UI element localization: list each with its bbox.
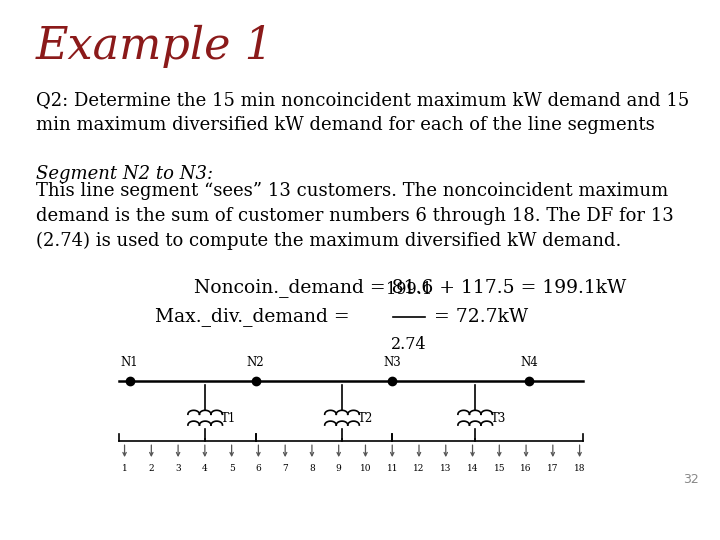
- Text: 8: 8: [309, 464, 315, 473]
- Text: 14: 14: [467, 464, 478, 473]
- Text: 2: 2: [148, 464, 154, 473]
- Text: Q2: Determine the 15 min noncoincident maximum kW demand and 15
min maximum dive: Q2: Determine the 15 min noncoincident m…: [36, 91, 689, 134]
- Text: Example 1: Example 1: [36, 25, 274, 68]
- Text: Segment N2 to N3:: Segment N2 to N3:: [36, 165, 213, 183]
- Text: 17: 17: [547, 464, 559, 473]
- Text: N4: N4: [521, 355, 538, 368]
- Text: 18: 18: [574, 464, 585, 473]
- Text: T1: T1: [221, 411, 236, 424]
- Text: 7: 7: [282, 464, 288, 473]
- Text: 11: 11: [387, 464, 398, 473]
- Text: 16: 16: [521, 464, 532, 473]
- Text: IOWA STATE UNIVERSITY: IOWA STATE UNIVERSITY: [29, 507, 274, 524]
- Text: = 72.7kW: = 72.7kW: [428, 308, 528, 326]
- Text: T3: T3: [491, 411, 506, 424]
- Text: 4: 4: [202, 464, 208, 473]
- Text: 12: 12: [413, 464, 425, 473]
- Text: 3: 3: [175, 464, 181, 473]
- Text: 1: 1: [122, 464, 127, 473]
- Text: ECpE Department: ECpE Department: [523, 507, 691, 524]
- Text: Max._div._demand =: Max._div._demand =: [155, 307, 356, 326]
- Text: 32: 32: [683, 474, 698, 487]
- Text: 15: 15: [493, 464, 505, 473]
- Text: 6: 6: [256, 464, 261, 473]
- Text: 10: 10: [360, 464, 372, 473]
- Text: 13: 13: [440, 464, 451, 473]
- Text: 199.1: 199.1: [386, 281, 432, 298]
- Text: 9: 9: [336, 464, 341, 473]
- Text: 2.74: 2.74: [391, 336, 427, 353]
- Text: T2: T2: [358, 411, 373, 424]
- Text: N1: N1: [121, 355, 138, 368]
- Text: Noncoin._demand = 81.6 + 117.5 = 199.1kW: Noncoin._demand = 81.6 + 117.5 = 199.1kW: [194, 278, 626, 296]
- Text: This line segment “sees” 13 customers. The noncoincident maximum
demand is the s: This line segment “sees” 13 customers. T…: [36, 182, 674, 250]
- Text: N2: N2: [247, 355, 264, 368]
- Text: 5: 5: [229, 464, 235, 473]
- Text: N3: N3: [384, 355, 401, 368]
